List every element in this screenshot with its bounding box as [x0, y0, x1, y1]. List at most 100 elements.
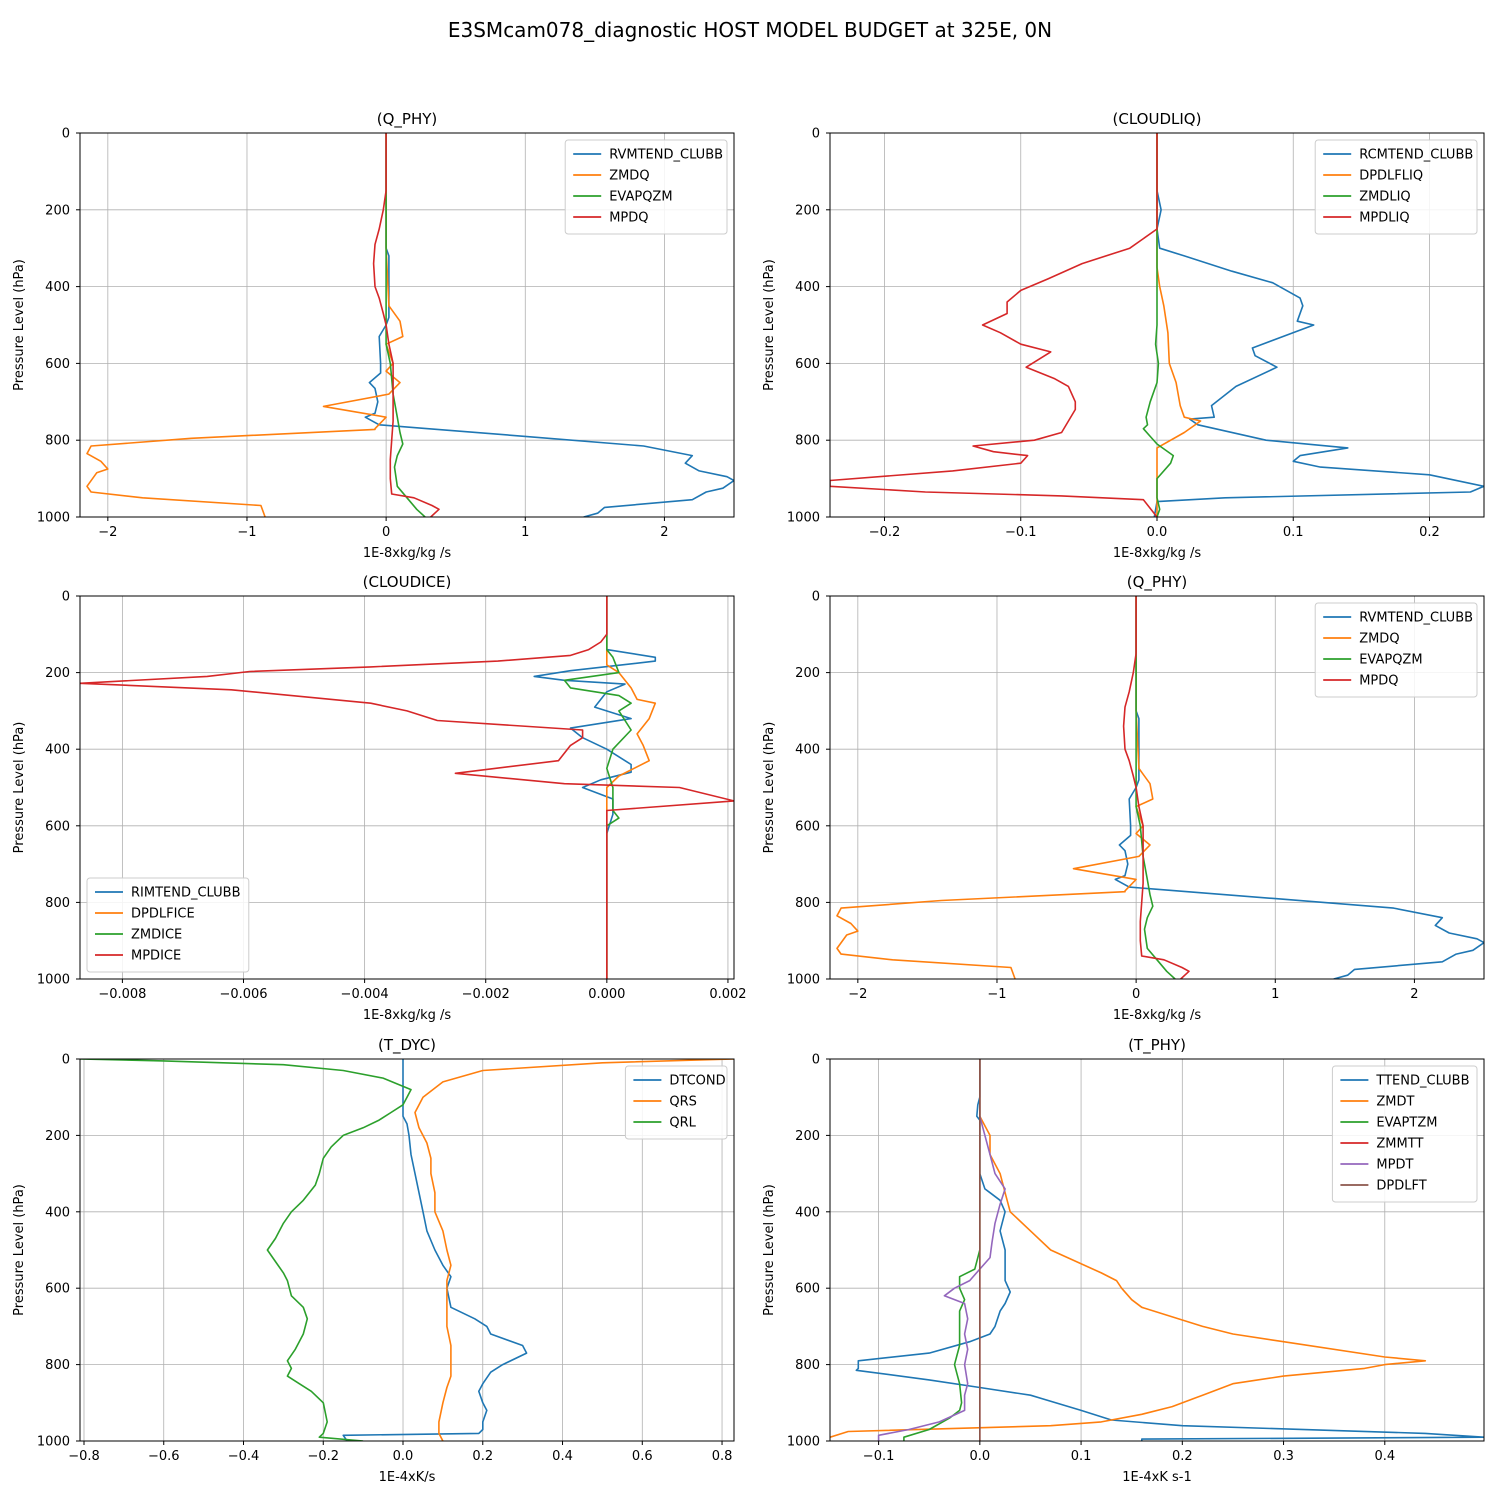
panel-5: −0.8 −0.6 −0.4 −0.2 0.0 0.2 0.4 0.6 0.8 0 200 400 60… [12, 1036, 735, 1485]
y-tick-label: 0 [62, 1053, 70, 1068]
series-line-mpdq [1122, 596, 1190, 979]
panel-title: (T_DYC) [378, 1036, 436, 1055]
series-line-zmdliq [1142, 133, 1175, 517]
legend-label: EVAPQZM [1359, 653, 1422, 668]
panel-title: (Q_PHY) [1127, 573, 1188, 592]
x-tick-label: 0.3 [1273, 1449, 1294, 1464]
x-tick-label: −1 [987, 987, 1006, 1002]
series-line-zmdq [836, 596, 1154, 979]
x-axis-label: 1E-4xK s-1 [1122, 1470, 1192, 1485]
legend: RCMTEND_CLUBB DPDLFLIQ ZMDLIQ MPDLIQ [1314, 139, 1478, 235]
panel-1: −2 −1 0 1 2 0 200 400 600 800 1000 (Q_PHY) 1E-8xkg/k… [12, 110, 735, 561]
figure-title: E3SMcam078_diagnostic HOST MODEL BUDGET … [448, 18, 1052, 42]
series-line-rcmtend_clubb [1153, 133, 1484, 517]
x-tick-label: 0.1 [1071, 1449, 1092, 1464]
x-tick-label: −0.4 [228, 1449, 260, 1464]
legend-label: MPDT [1376, 1158, 1413, 1173]
legend-label: ZMDT [1376, 1095, 1414, 1110]
y-axis-label: Pressure Level (hPa) [762, 259, 777, 391]
legend-label: MPDQ [1359, 674, 1398, 689]
y-axis-label: Pressure Level (hPa) [12, 259, 27, 391]
y-tick-label: 800 [45, 1358, 70, 1373]
x-axis-label: 1E-8xkg/kg /s [1113, 546, 1202, 561]
x-tick-label: −0.006 [219, 987, 267, 1002]
series-line-zmdice [563, 596, 632, 979]
series-line-dtcond [342, 1059, 528, 1441]
series-line-mpdice [80, 596, 734, 979]
y-tick-label: 800 [45, 434, 70, 449]
legend-box [1314, 139, 1478, 235]
y-tick-label: 0 [62, 590, 70, 605]
x-tick-label: 0.0 [969, 1449, 990, 1464]
x-tick-label: 0.0 [393, 1449, 414, 1464]
series-line-evapqzm [1135, 596, 1176, 979]
legend-label: TTEND_CLUBB [1375, 1074, 1469, 1089]
legend-label: DPDLFT [1376, 1179, 1426, 1194]
legend-label: MPDLIQ [1359, 211, 1409, 226]
y-tick-label: 400 [795, 743, 820, 758]
x-tick-label: −0.1 [1005, 525, 1037, 540]
y-tick-label: 1000 [787, 973, 820, 988]
y-tick-label: 600 [45, 357, 70, 372]
y-tick-label: 600 [45, 819, 70, 834]
x-tick-label: 0.2 [1419, 525, 1440, 540]
x-tick-label: 0.8 [712, 1449, 733, 1464]
legend-box [624, 1065, 728, 1140]
panel-title: (Q_PHY) [377, 110, 438, 129]
series-line-mpdliq [830, 133, 1158, 517]
legend-label: EVAPQZM [609, 190, 672, 205]
legend-label: DTCOND [669, 1074, 725, 1089]
y-tick-label: 1000 [37, 973, 70, 988]
x-tick-label: −0.2 [307, 1449, 339, 1464]
y-tick-label: 200 [45, 1129, 70, 1144]
panel-3: −0.008 −0.006 −0.004 −0.002 0.000 0.002 0 200 40… [12, 573, 747, 1023]
legend: DTCOND QRS QRL [624, 1065, 728, 1140]
x-tick-label: 0 [382, 525, 390, 540]
axes-frame [829, 595, 1485, 980]
y-tick-label: 0 [812, 127, 820, 142]
legend-label: MPDQ [609, 211, 648, 226]
series-line-evapqzm [385, 133, 426, 517]
axes-frame [79, 1058, 735, 1442]
x-tick-label: 0.002 [709, 987, 746, 1002]
x-tick-label: −0.002 [462, 987, 510, 1002]
series-group [830, 1059, 1484, 1441]
y-tick-label: 1000 [787, 1435, 820, 1450]
x-tick-label: 0.2 [1172, 1449, 1193, 1464]
legend-box [564, 139, 728, 235]
legend-label: DPDLFLIQ [1359, 169, 1423, 184]
y-tick-label: 400 [45, 280, 70, 295]
x-tick-label: 0 [1132, 987, 1140, 1002]
y-tick-label: 1000 [37, 511, 70, 526]
x-tick-label: −2 [98, 525, 117, 540]
y-axis-label: Pressure Level (hPa) [12, 1184, 27, 1316]
series-group [836, 596, 1484, 979]
x-tick-label: 0.6 [632, 1449, 653, 1464]
y-tick-label: 600 [795, 357, 820, 372]
x-tick-label: −0.008 [98, 987, 146, 1002]
legend-box [86, 877, 250, 973]
x-tick-label: −0.004 [341, 987, 389, 1002]
series-line-rimtend_clubb [533, 596, 657, 979]
x-tick-label: 0.4 [552, 1449, 573, 1464]
axes-frame [79, 595, 735, 980]
legend-label: MPDICE [131, 949, 181, 964]
x-tick-label: 0.2 [472, 1449, 493, 1464]
x-tick-label: 0.1 [1283, 525, 1304, 540]
y-tick-label: 200 [45, 666, 70, 681]
y-tick-label: 1000 [37, 1435, 70, 1450]
x-tick-label: −1 [237, 525, 256, 540]
legend-label: RIMTEND_CLUBB [131, 886, 241, 901]
panel-title: (CLOUDLIQ) [1113, 110, 1202, 128]
panel-title: (T_PHY) [1128, 1036, 1186, 1055]
series-group [80, 596, 734, 979]
legend: RVMTEND_CLUBB ZMDQ EVAPQZM MPDQ [564, 139, 728, 235]
legend-label: QRL [669, 1116, 696, 1131]
x-axis-label: 1E-4xK/s [379, 1470, 436, 1485]
panel-4: −2 −1 0 1 2 0 200 400 600 800 1000 (Q_PHY) 1E-8xkg/k… [762, 573, 1485, 1023]
x-tick-label: 0.0 [1147, 525, 1168, 540]
y-tick-label: 800 [795, 896, 820, 911]
series-group [830, 133, 1484, 517]
series-line-mpdq [372, 133, 440, 517]
y-tick-label: 400 [795, 280, 820, 295]
